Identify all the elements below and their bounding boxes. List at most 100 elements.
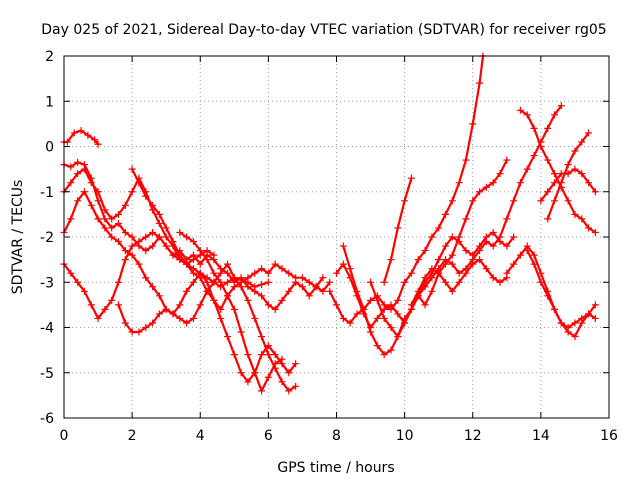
data-point-marker: [80, 165, 88, 173]
data-point-marker: [298, 283, 306, 291]
data-point-marker: [503, 242, 511, 250]
data-point-marker: [585, 129, 593, 137]
data-point-marker: [94, 215, 102, 223]
data-point-marker: [271, 305, 279, 313]
data-point-marker: [387, 324, 395, 331]
data-point-marker: [516, 106, 524, 114]
x-tick-label: 16: [600, 428, 618, 444]
data-point-marker: [155, 219, 163, 227]
data-point-marker: [135, 260, 143, 268]
data-point-marker: [476, 256, 484, 264]
data-point-marker: [230, 283, 238, 291]
data-point-marker: [496, 170, 504, 178]
data-point-marker: [258, 292, 266, 300]
data-point-marker: [585, 310, 593, 318]
data-point-marker: [339, 242, 347, 250]
data-point-marker: [155, 210, 163, 218]
data-point-marker: [564, 197, 572, 205]
x-tick-label: 10: [396, 428, 414, 444]
y-tick-label: -1: [40, 185, 54, 201]
data-point-marker: [442, 256, 449, 264]
data-point-marker: [571, 147, 579, 155]
series-line: [131, 168, 270, 288]
data-point-marker: [326, 287, 334, 295]
y-tick-label: -3: [40, 275, 54, 291]
data-point-marker: [142, 233, 150, 241]
data-point-marker: [496, 278, 504, 286]
data-point-marker: [455, 269, 463, 277]
data-point-marker: [74, 197, 82, 205]
grid-lines: [64, 56, 609, 418]
data-point-marker: [292, 274, 300, 282]
x-tick-label: 2: [128, 428, 137, 444]
data-point-marker: [482, 265, 490, 273]
data-point-marker: [339, 260, 347, 268]
data-point-marker: [489, 179, 497, 187]
data-point-marker: [176, 314, 184, 322]
data-point-marker: [557, 179, 565, 187]
data-point-marker: [462, 156, 470, 164]
data-point-marker: [476, 247, 484, 255]
data-point-marker: [448, 260, 456, 268]
data-point-marker: [523, 111, 531, 119]
data-point-marker: [442, 242, 449, 250]
data-point-marker: [455, 179, 463, 187]
data-point-marker: [557, 102, 565, 110]
data-point-marker: [237, 283, 245, 291]
data-point-marker: [121, 256, 129, 264]
data-point-marker: [496, 233, 504, 241]
data-point-marker: [571, 319, 579, 327]
data-point-marker: [544, 188, 552, 196]
data-point-marker: [264, 269, 272, 277]
series-line: [62, 190, 297, 383]
data-point-marker: [421, 301, 429, 309]
series-markers: [326, 52, 487, 327]
data-point-marker: [394, 310, 402, 318]
x-tick-label: 14: [532, 428, 550, 444]
data-point-marker: [155, 233, 163, 241]
data-point-marker: [149, 242, 157, 250]
data-point-marker: [523, 247, 531, 255]
data-point-marker: [230, 305, 238, 313]
data-point-marker: [339, 314, 347, 322]
data-point-marker: [387, 301, 395, 309]
data-point-marker: [544, 124, 552, 132]
data-point-marker: [448, 233, 456, 241]
data-point-marker: [516, 251, 524, 259]
data-point-marker: [149, 283, 157, 291]
data-point-marker: [115, 278, 122, 286]
data-point-marker: [128, 188, 136, 196]
series-markers: [544, 129, 593, 223]
data-point-marker: [333, 301, 340, 309]
data-point-marker: [360, 305, 368, 313]
data-point-marker: [482, 183, 490, 191]
data-point-marker: [333, 269, 340, 277]
x-tick-label: 8: [332, 428, 341, 444]
data-point-marker: [128, 165, 136, 173]
data-point-marker: [503, 156, 511, 164]
data-point-marker: [224, 269, 231, 277]
data-point-marker: [135, 328, 143, 336]
data-point-marker: [367, 296, 375, 304]
data-point-marker: [510, 233, 518, 241]
data-point-marker: [189, 256, 197, 264]
data-point-marker: [346, 319, 354, 327]
data-point-marker: [196, 247, 204, 255]
series-markers: [60, 158, 327, 313]
data-point-marker: [530, 260, 538, 268]
data-point-marker: [428, 233, 436, 241]
data-point-marker: [394, 224, 402, 232]
series-markers: [516, 106, 599, 236]
data-point-marker: [203, 274, 211, 282]
series-markers: [60, 127, 102, 148]
data-point-marker: [169, 238, 177, 246]
x-tick-label: 6: [264, 428, 273, 444]
data-point-marker: [224, 260, 231, 268]
data-point-marker: [162, 224, 170, 232]
data-point-marker: [564, 161, 572, 169]
data-point-marker: [135, 238, 143, 246]
y-tick-label: 0: [45, 140, 54, 156]
data-point-marker: [244, 351, 252, 359]
data-point-marker: [67, 163, 75, 171]
data-point-marker: [578, 215, 586, 223]
